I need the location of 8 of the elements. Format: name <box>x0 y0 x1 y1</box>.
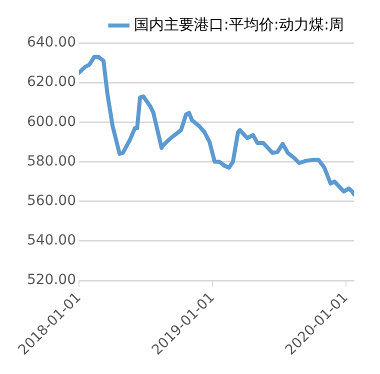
y-tick-label: 580.00 <box>26 153 76 170</box>
y-tick-label: 640.00 <box>26 34 76 51</box>
legend-label: 国内主要港口:平均价:动力煤:周 <box>134 15 344 34</box>
y-tick-label: 520.00 <box>26 272 76 288</box>
y-tick-label: 560.00 <box>26 193 76 210</box>
y-tick-label: 540.00 <box>26 232 76 249</box>
y-tick-label: 620.00 <box>26 74 76 90</box>
y-tick-label: 600.00 <box>26 114 76 130</box>
